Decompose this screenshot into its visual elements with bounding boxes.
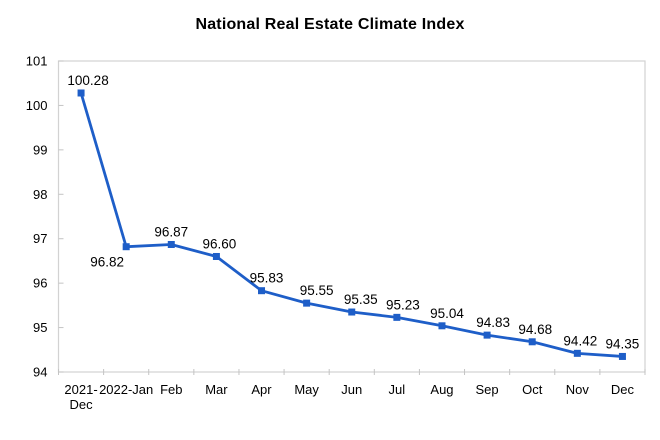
plot-border	[57, 60, 646, 373]
data-point-marker	[573, 349, 581, 357]
y-axis-tick-label: 100	[26, 98, 48, 113]
data-point-label: 95.35	[344, 292, 378, 307]
data-point-label: 94.42	[563, 333, 597, 348]
x-axis-tick-label: 2021-Dec	[64, 382, 97, 412]
y-axis-tick-label: 99	[33, 142, 47, 157]
y-axis-tick-label: 96	[33, 276, 47, 291]
data-point-marker	[77, 89, 85, 97]
data-point-marker	[212, 252, 220, 260]
x-axis-tick-label: May	[294, 382, 319, 397]
data-point-label: 95.04	[430, 306, 464, 321]
data-point-marker	[618, 352, 626, 360]
y-axis-tick-label: 101	[26, 54, 48, 69]
data-point-label: 95.23	[386, 297, 420, 312]
data-point-marker	[348, 308, 356, 316]
data-point-marker	[393, 313, 401, 321]
data-point-label: 95.83	[250, 271, 284, 286]
y-axis-tick-label: 95	[33, 320, 47, 335]
x-axis-tick-label: Jun	[341, 382, 362, 397]
data-point-label: 96.82	[90, 255, 124, 270]
chart-title: National Real Estate Climate Index	[195, 16, 465, 33]
y-axis-tick-label: 94	[33, 365, 47, 380]
data-point-marker	[167, 240, 175, 248]
data-point-label: 100.28	[67, 73, 108, 88]
x-axis-tick-label: Jul	[389, 382, 406, 397]
x-axis-tick-label: Oct	[522, 382, 543, 397]
y-axis-tick-label: 98	[33, 187, 47, 202]
x-axis-tick-label: Feb	[160, 382, 182, 397]
data-point-label: 94.68	[518, 322, 552, 337]
x-axis-tick-label: Nov	[566, 382, 590, 397]
data-point-label: 94.83	[476, 315, 510, 330]
x-axis-tick-label: Apr	[251, 382, 272, 397]
y-axis-tick-label: 97	[33, 231, 47, 246]
data-point-marker	[258, 287, 266, 295]
x-axis-tick-label: Dec	[611, 382, 635, 397]
x-axis-tick-label: Sep	[476, 382, 499, 397]
data-point-marker	[438, 322, 446, 330]
data-point-label: 96.87	[154, 224, 188, 239]
data-point-label: 96.60	[203, 236, 237, 251]
data-point-marker	[528, 338, 536, 346]
data-point-marker	[303, 299, 311, 307]
x-axis-tick-label: Mar	[205, 382, 228, 397]
x-axis-tick-label: 2022-Jan	[99, 382, 153, 397]
data-point-label: 95.55	[300, 283, 334, 298]
data-point-label: 94.35	[606, 336, 640, 351]
data-point-marker	[483, 331, 491, 339]
data-point-marker	[122, 243, 130, 251]
x-axis-tick-label: Aug	[430, 382, 453, 397]
